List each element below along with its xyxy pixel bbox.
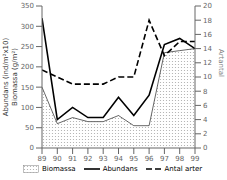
svg-text:200: 200: [21, 63, 34, 71]
svg-text:8: 8: [203, 88, 207, 96]
svg-text:97: 97: [160, 155, 169, 163]
svg-text:91: 91: [68, 155, 77, 163]
svg-text:99: 99: [191, 155, 200, 163]
svg-text:20: 20: [203, 2, 212, 10]
svg-text:6: 6: [203, 102, 208, 110]
svg-text:150: 150: [21, 84, 34, 92]
svg-text:89: 89: [38, 155, 47, 163]
svg-text:2: 2: [203, 130, 207, 138]
html-text:Biomassa: Biomassa: [41, 165, 76, 173]
svg-text:12: 12: [203, 59, 212, 67]
svg-text:98: 98: [175, 155, 184, 163]
svg-text:93: 93: [99, 155, 108, 163]
svg-text:Abundans (ind/m²x10)Biomassa (: Abundans (ind/m²x10)Biomassa (g/m²): [8, 37, 19, 116]
svg-text:0: 0: [203, 144, 207, 152]
svg-text:4: 4: [203, 116, 208, 124]
svg-text:100: 100: [21, 104, 34, 112]
svg-text:18: 18: [203, 17, 212, 25]
svg-text:95: 95: [129, 155, 138, 163]
svg-text:96: 96: [145, 155, 154, 163]
svg-text:250: 250: [21, 43, 34, 51]
svg-text:94: 94: [114, 155, 123, 163]
svg-text:300: 300: [21, 23, 34, 31]
svg-text:350: 350: [21, 2, 34, 10]
svg-text:0: 0: [30, 144, 34, 152]
svg-text:50: 50: [25, 124, 34, 132]
svg-text:16: 16: [203, 31, 212, 39]
svg-text:14: 14: [203, 45, 212, 53]
svg-text:90: 90: [53, 155, 62, 163]
svg-text:92: 92: [83, 155, 92, 163]
html-text:Antal arter: Antal arter: [164, 165, 203, 173]
svg-text:10: 10: [203, 73, 212, 81]
html-text:Abundans: Abundans: [102, 165, 138, 173]
svg-text:Artantal: Artantal: [217, 49, 219, 77]
